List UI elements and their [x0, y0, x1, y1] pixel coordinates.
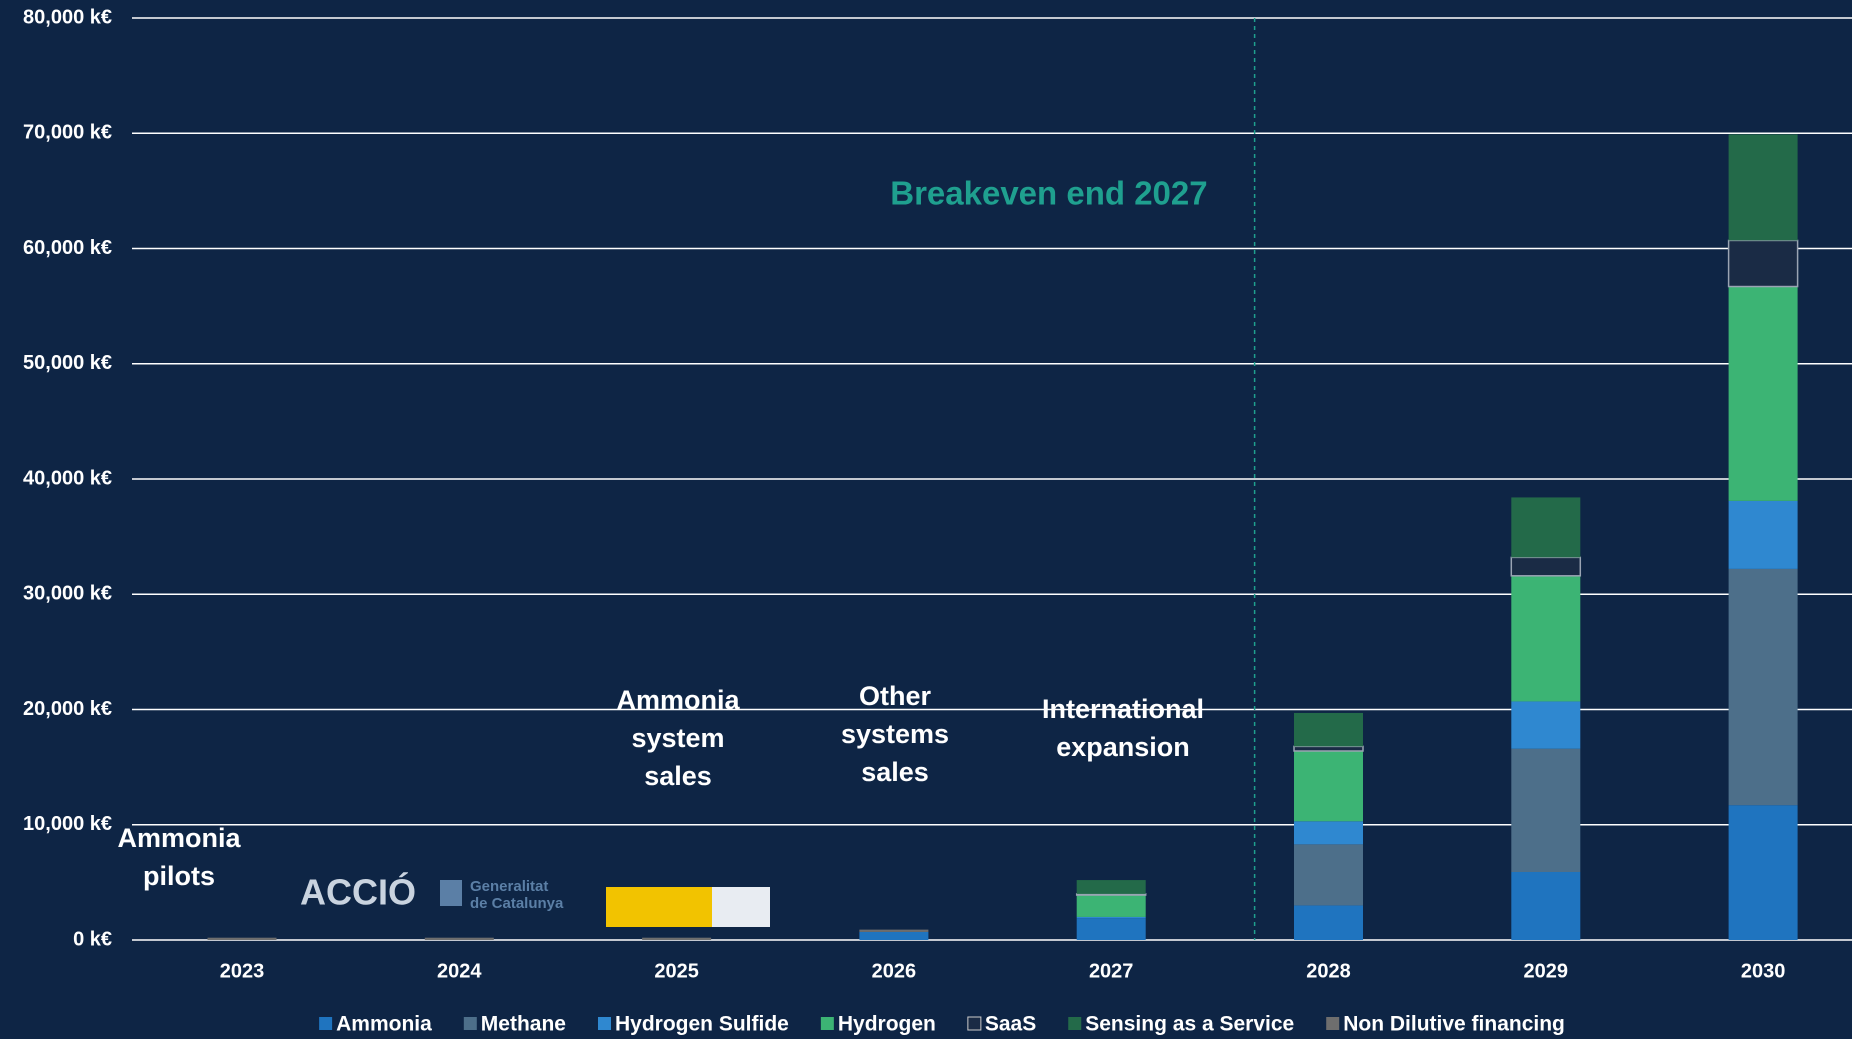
x-tick-label: 2025 — [654, 960, 699, 982]
bar-segment — [1728, 500, 1798, 569]
logo-line: de Catalunya — [470, 895, 564, 912]
bar-segment — [1511, 497, 1581, 558]
phase-annotation: International expansion — [1042, 694, 1204, 762]
bar-segment — [1511, 748, 1581, 873]
bar-segment — [1075, 893, 1147, 896]
phase-annotation: Ammonia system sales — [616, 685, 740, 791]
bar-segment — [207, 937, 277, 940]
legend-swatch — [463, 1017, 477, 1030]
bar-segment — [1728, 568, 1798, 806]
logo-line: Generalitat — [470, 878, 548, 895]
bar-segment — [859, 929, 929, 932]
bar-segment — [1076, 916, 1146, 919]
x-tick-label: 2023 — [220, 960, 265, 982]
bar-segment — [1510, 556, 1582, 577]
y-tick-label: 70,000 k€ — [23, 122, 112, 144]
annotation-line: sales — [644, 761, 712, 791]
y-tick-label: 20,000 k€ — [23, 698, 112, 720]
bar-segment — [1294, 844, 1363, 906]
x-tick-label: 2026 — [872, 960, 917, 982]
legend-label: Hydrogen Sulfide — [615, 1013, 789, 1036]
bar-segment — [1076, 918, 1146, 940]
bar-segment — [1294, 750, 1363, 822]
annotation-line: pilots — [143, 861, 215, 891]
y-tick-label: 40,000 k€ — [23, 467, 112, 489]
legend-label: SaaS — [985, 1013, 1036, 1036]
annotation-line: Ammonia — [117, 823, 241, 853]
bar-segment — [1511, 701, 1581, 749]
logo-ministry — [606, 887, 712, 927]
bar-segment — [1728, 286, 1798, 501]
bar-segment — [1511, 872, 1581, 940]
legend-swatch — [1326, 1017, 1340, 1030]
legend-label: Sensing as a Service — [1085, 1013, 1294, 1036]
legend-label: Hydrogen — [838, 1013, 936, 1036]
y-tick-label: 30,000 k€ — [23, 583, 112, 605]
annotation-line: systems — [841, 719, 949, 749]
legend-label: Ammonia — [336, 1013, 432, 1036]
annotation-line: Other — [859, 681, 932, 711]
logo-agency — [712, 887, 770, 927]
breakeven-label: Breakeven end 2027 — [890, 175, 1207, 212]
y-tick-label: 60,000 k€ — [23, 237, 112, 259]
x-tick-label: 2028 — [1306, 960, 1351, 982]
bar-segment — [1294, 905, 1363, 940]
bar-segment — [1728, 805, 1798, 940]
legend-label: Non Dilutive financing — [1343, 1013, 1565, 1036]
bar-segment — [1511, 575, 1581, 702]
x-tick-label: 2029 — [1524, 960, 1569, 982]
bar-segment — [1076, 880, 1146, 894]
annotation-line: expansion — [1056, 732, 1190, 762]
legend-swatch — [597, 1017, 611, 1030]
legend-swatch — [319, 1017, 333, 1030]
bar-segment — [642, 937, 712, 940]
x-tick-label: 2030 — [1741, 960, 1786, 982]
y-tick-label: 0 k€ — [73, 928, 112, 950]
legend-label: Methane — [481, 1013, 566, 1036]
x-tick-label: 2027 — [1089, 960, 1134, 982]
annotation-line: sales — [861, 757, 929, 787]
annotation-line: Ammonia — [616, 685, 740, 715]
annotation-line: system — [631, 723, 724, 753]
annotation-line: International — [1042, 694, 1204, 724]
bar-segment — [424, 937, 494, 940]
y-tick-label: 10,000 k€ — [23, 813, 112, 835]
y-tick-label: 50,000 k€ — [23, 352, 112, 374]
bar-segment — [1294, 821, 1363, 845]
legend-swatch — [1068, 1017, 1082, 1030]
logo-gencat: Generalitat de Catalunya — [470, 878, 564, 912]
bar-segment — [1293, 745, 1364, 752]
bar-segment — [1076, 895, 1146, 917]
bar-segment — [1728, 134, 1798, 241]
legend-swatch — [967, 1016, 982, 1031]
phase-annotation: Ammonia pilots — [117, 823, 241, 891]
logo-accio: ACCIÓ — [300, 871, 416, 913]
bar-segment — [1294, 712, 1363, 747]
legend: Ammonia Methane Hydrogen Sulfide Hydrogen Sa… — [319, 1013, 1565, 1036]
legend-swatch — [820, 1017, 834, 1030]
bar-segment — [859, 931, 929, 940]
x-tick-label: 2024 — [437, 960, 482, 982]
bar-segment — [1727, 239, 1799, 288]
phase-annotation: Other systems sales — [841, 681, 949, 787]
logo-gencat-mark — [440, 880, 462, 906]
y-tick-label: 80,000 k€ — [23, 6, 112, 28]
